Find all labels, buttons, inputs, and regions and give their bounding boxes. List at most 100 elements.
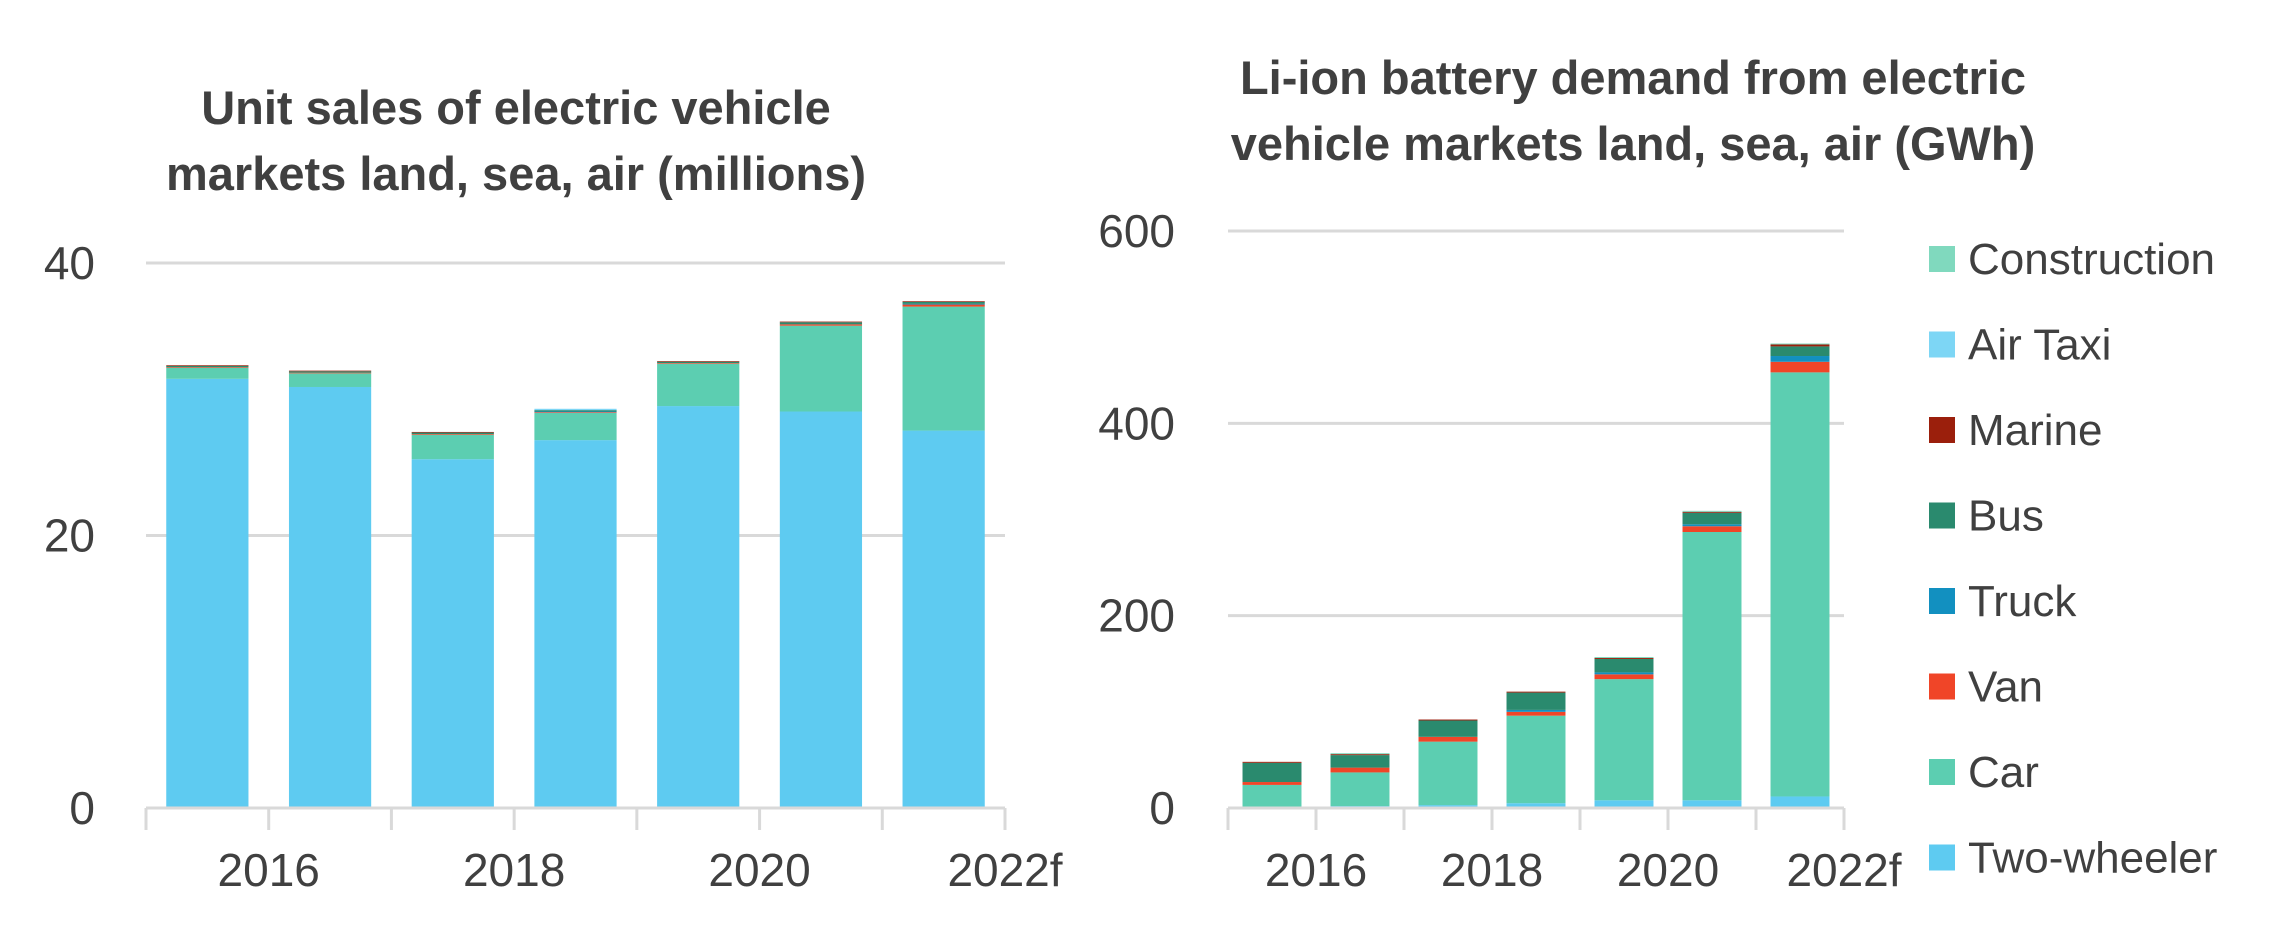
y-tick-labels: 0 200 400 600 (1098, 205, 1175, 834)
legend-swatch (1929, 502, 1955, 529)
bar-segment-van (1594, 674, 1654, 680)
y-tick-label: 0 (1149, 782, 1175, 834)
bar-segment-bus (1682, 512, 1742, 525)
legend-swatch (1929, 331, 1955, 358)
bar-segment-two-wheeler (657, 406, 740, 808)
bar-segment-bus (657, 361, 740, 364)
bar-segment-car (1242, 784, 1302, 808)
y-tick-labels: 0 20 40 (44, 237, 95, 834)
bar-segment-marine (288, 370, 372, 372)
legend-swatch (1929, 844, 1955, 871)
bar-segment-two-wheeler (288, 386, 372, 808)
bar-segment-two-wheeler (166, 378, 249, 808)
chart-title-line-2: vehicle markets land, sea, air (GWh) (1231, 117, 2036, 170)
bar-segment-car (1770, 372, 1830, 797)
bar-segment-marine (1242, 761, 1302, 763)
x-tick-labels: 2016 2018 2020 2022f (218, 844, 1063, 896)
bar-segment-truck (1682, 524, 1742, 527)
bar-segment-marine (902, 301, 985, 302)
bar-segment-car (411, 434, 494, 460)
bar-segment-van (657, 363, 740, 364)
bar-segment-van (1330, 767, 1390, 773)
bar-segment-van (166, 367, 249, 368)
bar-segment-two-wheeler (902, 430, 985, 808)
bar-segment-van (1418, 736, 1478, 742)
legend-item: Air Taxi (1929, 321, 2111, 370)
bar-segment-bus (534, 410, 617, 412)
bar-segment-car (1418, 741, 1478, 806)
bar-segment-truck (1594, 672, 1654, 675)
bars (166, 301, 985, 808)
bar-segment-van (779, 324, 863, 326)
bar-segment-car (166, 367, 249, 379)
legend-item: Truck (1929, 577, 2077, 626)
bar-segment-two-wheeler (1594, 800, 1654, 808)
bar-segment-bus (1242, 762, 1302, 783)
bar-segment-two-wheeler (1506, 803, 1566, 808)
bar-segment-marine (657, 361, 740, 362)
bar-segment-construction (1330, 753, 1390, 755)
x-tick-label: 2022f (1786, 844, 1901, 896)
bar-segment-car (288, 373, 372, 387)
y-tick-label: 20 (44, 510, 95, 562)
bar-segment-bus (1506, 692, 1566, 710)
legend-swatch (1929, 417, 1955, 443)
legend-swatch (1929, 673, 1955, 700)
bar-segment-car (1682, 532, 1742, 801)
bar-segment-marine (411, 431, 494, 433)
legend-item: Marine (1929, 406, 2103, 455)
legend-label: Truck (1968, 577, 2077, 626)
bar-segment-truck (1770, 356, 1830, 362)
bar-segment-construction (1770, 343, 1830, 345)
legend-label: Marine (1968, 406, 2103, 455)
bar-segment-car (1330, 772, 1390, 807)
y-tick-label: 200 (1098, 590, 1175, 642)
bar-segment-van (1242, 782, 1302, 785)
bar-segment-two-wheeler (779, 411, 863, 808)
bar-segment-bus (1330, 755, 1390, 768)
y-tick-label: 40 (44, 237, 95, 289)
bar-segment-car (534, 412, 617, 441)
bar-segment-two-wheeler (1682, 800, 1742, 808)
x-axis (1226, 806, 1846, 830)
x-tick-label: 2020 (708, 844, 810, 896)
chart-title-line-1: Li-ion battery demand from electric (1240, 51, 2026, 104)
bar-segment-van (534, 412, 617, 413)
y-tick-label: 400 (1098, 397, 1175, 449)
bar-segment-bus (779, 322, 863, 325)
x-tick-label: 2020 (1617, 844, 1719, 896)
bar-segment-truck (1506, 709, 1566, 712)
bar-segment-truck (902, 303, 985, 305)
legend-label: Bus (1968, 492, 2044, 541)
legend: Construction Air Taxi Marine Bus Truck Van Car… (1929, 235, 2217, 883)
unit-sales-chart: Unit sales of electric vehicle markets l… (44, 81, 1063, 896)
bar-segment-marine (166, 365, 249, 366)
bar-segment-marine (1330, 754, 1390, 756)
legend-item: Two-wheeler (1929, 834, 2217, 883)
bar-segment-truck (534, 411, 617, 413)
bar-segment-bus (902, 301, 985, 304)
bar-segment-two-wheeler (534, 440, 617, 808)
bar-segment-construction (1594, 657, 1654, 658)
bar-segment-bus (411, 432, 494, 434)
chart-title-line-2: markets land, sea, air (millions) (166, 147, 866, 200)
x-axis (144, 806, 1007, 830)
bar-segment-van (1506, 711, 1566, 716)
legend-item: Bus (1929, 492, 2044, 541)
gridlines (1228, 229, 1844, 618)
bar-segment-car (657, 363, 740, 407)
y-tick-label: 0 (69, 782, 95, 834)
legend-item: Car (1929, 748, 2039, 797)
bar-segment-air-taxi (534, 408, 617, 411)
legend-item: Construction (1929, 235, 2215, 284)
y-tick-label: 600 (1098, 205, 1175, 257)
legend-label: Car (1968, 748, 2039, 797)
x-tick-label: 2016 (218, 844, 320, 896)
legend-item: Van (1929, 663, 2043, 712)
legend-swatch (1929, 759, 1955, 785)
bar-segment-van (288, 372, 372, 374)
x-tick-label: 2018 (463, 844, 565, 896)
bar-segment-marine (1770, 344, 1830, 347)
bar-segment-marine (1418, 719, 1478, 721)
